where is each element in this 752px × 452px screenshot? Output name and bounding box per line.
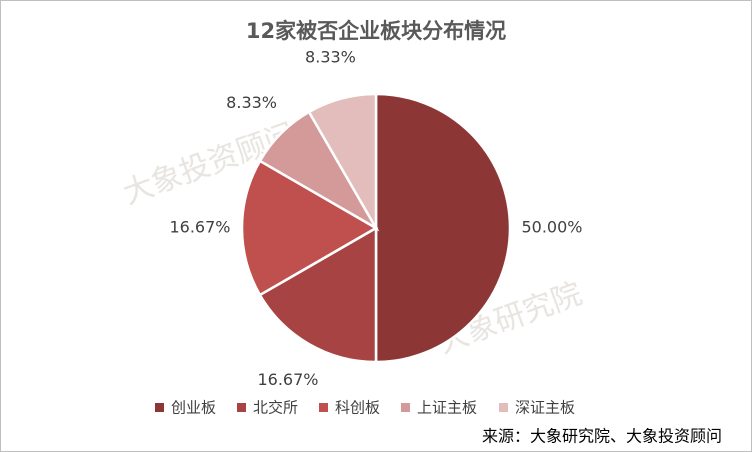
chart-title: 12家被否企业板块分布情况 bbox=[246, 19, 506, 43]
data-label: 8.33% bbox=[305, 47, 356, 66]
legend-swatch bbox=[319, 403, 328, 412]
legend-swatch bbox=[401, 403, 410, 412]
legend-label: 深证主板 bbox=[515, 399, 575, 417]
legend-label: 创业板 bbox=[171, 399, 216, 417]
legend-label: 科创板 bbox=[335, 399, 380, 417]
pie-slice bbox=[258, 225, 378, 364]
legend-label: 上证主板 bbox=[417, 399, 477, 417]
pie-slice bbox=[307, 92, 378, 233]
legend-swatch bbox=[237, 403, 246, 412]
data-label: 8.33% bbox=[226, 93, 277, 112]
pie-slice bbox=[374, 92, 512, 364]
legend-swatch bbox=[499, 403, 508, 412]
data-label: 16.67% bbox=[257, 370, 318, 389]
legend-label: 北交所 bbox=[253, 399, 298, 417]
legend-swatch bbox=[155, 403, 164, 412]
source-note: 来源：大象研究院、大象投资顾问 bbox=[482, 427, 722, 446]
pie-slice bbox=[240, 159, 379, 297]
data-label: 16.67% bbox=[169, 217, 230, 236]
data-label: 50.00% bbox=[521, 218, 582, 237]
